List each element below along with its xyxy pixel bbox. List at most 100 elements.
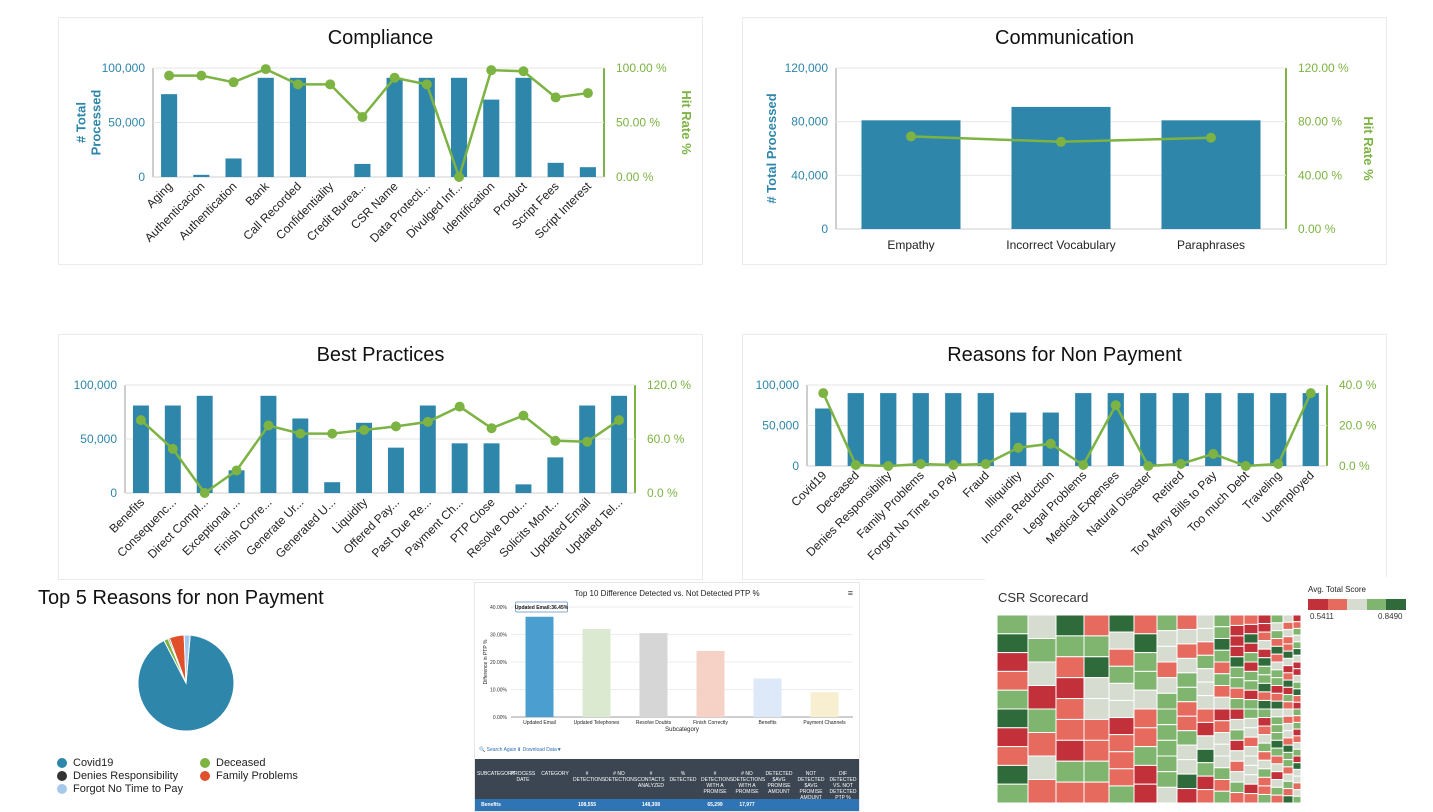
scorecard-cell	[1213, 615, 1231, 628]
chart-title: Communication	[995, 27, 1134, 49]
hit-rate-point	[948, 459, 959, 470]
scorecard-cell	[1257, 742, 1272, 753]
scorecard-cell	[1257, 759, 1272, 770]
bar	[196, 395, 213, 493]
hit-rate-point	[164, 70, 175, 81]
x-tick-label: Authentication	[176, 179, 240, 243]
scorecard-cell	[1270, 786, 1284, 796]
hit-rate-point	[167, 443, 178, 454]
bar	[582, 629, 611, 717]
hit-rate-point	[1078, 459, 1089, 470]
csr-scorecard-panel: CSR Scorecard Avg. Total Score 0.5411 0.…	[985, 577, 1433, 810]
bar	[945, 393, 962, 466]
scorecard-cell	[1292, 688, 1301, 697]
search-again-link[interactable]: 🔍 Search Again	[479, 747, 516, 753]
x-tick-label: Updated Tel...	[563, 495, 625, 557]
column-header[interactable]: PROCESS DATE	[510, 771, 536, 783]
legend-item-denies-responsibility[interactable]: Denies Responsibility	[57, 770, 178, 782]
legend-title: Avg. Total Score	[1308, 585, 1366, 594]
scorecard-cell	[1243, 746, 1259, 757]
scorecard-cell	[1108, 768, 1135, 787]
legend-item-family-problems[interactable]: Family Problems	[200, 770, 298, 782]
scorecard-cell	[1055, 739, 1085, 762]
table-cell: 108,555	[577, 802, 597, 808]
scorecard-cell	[1292, 648, 1301, 656]
scorecard-cell	[1083, 656, 1110, 679]
bar	[451, 443, 468, 493]
y-tick-label: 0	[110, 486, 117, 500]
y-tick-label: 10.00%	[490, 688, 508, 694]
scorecard-cell	[1257, 768, 1272, 778]
column-header[interactable]: SUBCATEGORY	[477, 771, 515, 777]
bar	[450, 77, 468, 177]
scorecard-cell	[1282, 795, 1294, 803]
legend-label: Denies Responsibility	[73, 770, 179, 782]
column-header[interactable]: # CONTACTS ANALYZED	[637, 771, 665, 789]
column-header[interactable]: # NO DETECTIONS WITH A PROMISE	[733, 771, 766, 795]
y-tick-label: 0	[821, 222, 828, 236]
table-cell: 17,977	[739, 802, 755, 808]
scorecard-cell	[1176, 701, 1198, 717]
scorecard-cell	[1176, 773, 1198, 790]
scorecard-cell	[1270, 692, 1284, 702]
scorecard-cell	[1282, 621, 1294, 630]
data-table: SUBCATEGORY PROCESS DATE CATEGORY # DETECTI…	[475, 759, 859, 811]
scorecard-cell	[1133, 727, 1158, 748]
scorecard-cell	[1083, 760, 1110, 783]
y2-tick-label: 0.00 %	[616, 170, 654, 184]
y-tick-label: 40.00%	[490, 605, 508, 611]
column-header[interactable]: DIF DETECTED VS. NOT DETECTED PTP %	[829, 771, 857, 801]
legend-item-deceased[interactable]: Deceased	[200, 757, 266, 769]
scorecard-cell	[1027, 638, 1057, 663]
legend-item-forgot-no-time[interactable]: Forgot No Time to Pay	[57, 783, 183, 795]
hit-rate-point	[196, 70, 207, 81]
table-row[interactable]: Benefits 108,555 148,308 65,299 17,977	[475, 799, 859, 811]
y2-tick-label: 20.0 %	[1339, 419, 1377, 433]
scorecard-cell	[1055, 698, 1085, 720]
scorecard-cell	[1270, 661, 1284, 671]
column-header[interactable]: DETECTED $AVG PROMISE AMOUNT	[765, 771, 793, 795]
scorecard-cell	[1156, 692, 1178, 710]
scorecard-cell	[1213, 661, 1231, 675]
scorecard-cell	[1270, 763, 1284, 773]
hamburger-menu-icon[interactable]: ≡	[847, 588, 853, 598]
scorecard-cell	[1229, 771, 1245, 783]
hit-rate-line	[822, 392, 1312, 468]
bar	[810, 692, 839, 717]
scorecard-cell	[1292, 668, 1301, 676]
scorecard-cell	[1156, 771, 1178, 788]
scorecard-cell	[1282, 672, 1294, 681]
scorecard-cell	[1083, 615, 1110, 637]
download-data-link[interactable]: ⬇ Download Data▼	[517, 747, 562, 753]
scorecard-cell	[1108, 751, 1135, 770]
column-header[interactable]: NOT DETECTED $AVG PROMISE AMOUNT	[797, 771, 825, 801]
scorecard-cell	[1213, 696, 1231, 710]
scorecard-cell	[1055, 677, 1085, 700]
column-header[interactable]: # DETECTIONS WITH A PROMISE	[701, 771, 734, 795]
x-tick-label: Benefits	[758, 720, 777, 726]
bar	[977, 393, 994, 466]
y-tick-label: 80,000	[791, 115, 828, 129]
scorecard-cell	[1229, 656, 1245, 668]
scorecard-cell	[1156, 677, 1178, 694]
scorecard-cell	[1292, 641, 1301, 650]
legend-item-covid19[interactable]: Covid19	[57, 757, 113, 769]
scorecard-cell	[1243, 708, 1259, 719]
column-header[interactable]: # DETECTIONS	[573, 771, 606, 783]
column-header[interactable]: % DETECTED	[669, 771, 697, 783]
column-header[interactable]: CATEGORY	[541, 771, 569, 777]
scorecard-cell	[1257, 699, 1272, 710]
column-header[interactable]: # NO DETECTIONS	[605, 771, 638, 783]
scorecard-cell	[1196, 615, 1215, 629]
scorecard-cell	[1196, 762, 1215, 777]
scorecard-cell	[1213, 673, 1231, 686]
hit-rate-point	[1240, 461, 1251, 471]
scorecard-cell	[1196, 668, 1215, 683]
scorecard-treemap[interactable]	[997, 615, 1301, 803]
y2-tick-label: 0.0 %	[1339, 459, 1370, 473]
scorecard-cell	[1292, 728, 1301, 737]
scorecard-cell	[1176, 657, 1198, 674]
scorecard-cell	[1282, 628, 1294, 638]
scorecard-cell	[1229, 739, 1245, 752]
